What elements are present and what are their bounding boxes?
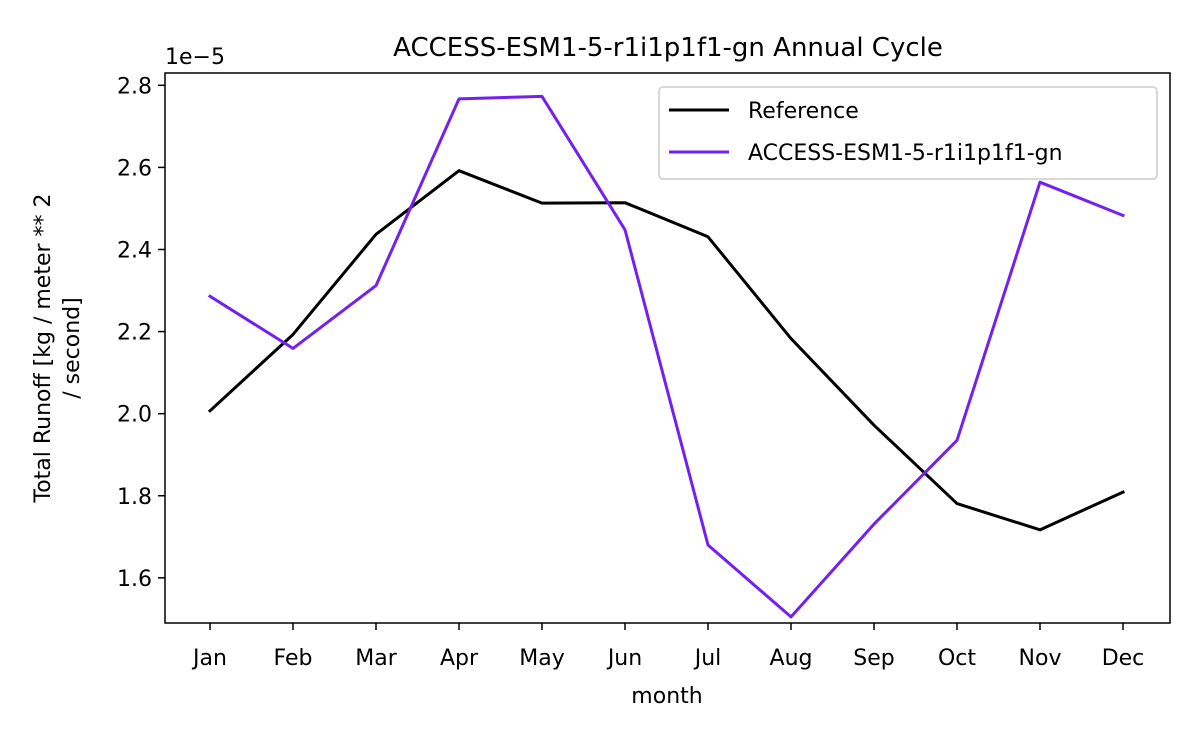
- x-tick-label: Mar: [355, 646, 397, 671]
- x-tick-label: Nov: [1019, 646, 1062, 671]
- x-tick-label: Apr: [440, 646, 479, 671]
- chart-title: ACCESS-ESM1-5-r1i1p1f1-gn Annual Cycle: [393, 33, 943, 63]
- x-tick-label: Aug: [770, 646, 813, 671]
- x-tick-label: Oct: [938, 646, 976, 671]
- x-tick-label: Jan: [191, 646, 227, 671]
- y-tick-label: 2.8: [117, 74, 152, 99]
- x-tick-label: Sep: [853, 646, 894, 671]
- legend-box: [658, 86, 1158, 180]
- x-tick-label: Jun: [606, 646, 642, 671]
- y-axis-title-line-2: / second]: [60, 297, 85, 398]
- y-tick-label: 2.6: [117, 156, 152, 181]
- x-axis-ticks: Jan Feb Mar Apr May Jun Jul Aug Sep Oct Nov Dec: [191, 623, 1144, 671]
- x-tick-label: Jul: [693, 646, 722, 671]
- y-axis-title-line-1: Total Runoff [kg / meter ** 2: [31, 193, 56, 503]
- legend: Reference ACCESS-ESM1-5-r1i1p1f1-gn: [658, 86, 1158, 180]
- y-axis-title: Total Runoff [kg / meter ** 2 / second]: [31, 193, 85, 503]
- series-line-reference: [207, 169, 1125, 532]
- y-offset-label: 1e−5: [165, 45, 225, 70]
- x-axis-title: month: [631, 684, 702, 709]
- y-tick-label: 2.0: [117, 403, 152, 428]
- y-tick-label: 2.2: [117, 321, 152, 346]
- series-layer: [207, 94, 1125, 619]
- y-tick-label: 1.6: [117, 567, 152, 592]
- x-tick-label: May: [519, 646, 564, 671]
- y-tick-label: 2.4: [117, 238, 152, 263]
- legend-label-model: ACCESS-ESM1-5-r1i1p1f1-gn: [748, 141, 1063, 166]
- y-tick-label: 1.8: [117, 485, 152, 510]
- plot-frame: [164, 72, 1171, 624]
- legend-label-reference: Reference: [748, 99, 859, 124]
- x-tick-label: Feb: [274, 646, 313, 671]
- y-axis-ticks: 1.6 1.8 2.0 2.2 2.4 2.6 2.8: [117, 74, 165, 592]
- x-tick-label: Dec: [1102, 646, 1145, 671]
- series-line-model: [207, 94, 1125, 619]
